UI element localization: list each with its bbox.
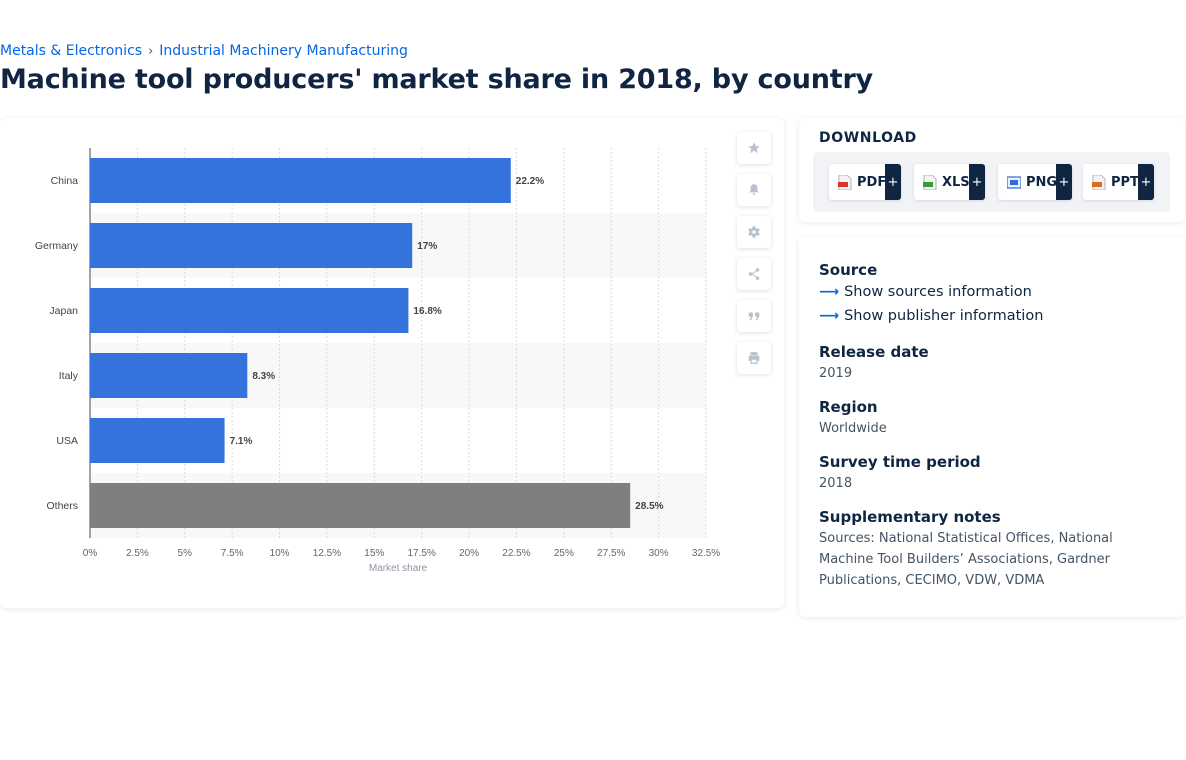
share-icon [748,268,760,280]
bar-italy[interactable] [90,353,248,398]
bell-icon [749,184,759,195]
download-png-plus: + [1056,164,1072,200]
x-tick-label: 5% [178,548,193,559]
settings-button[interactable] [737,216,771,248]
xls-file-icon [923,174,937,190]
share-button[interactable] [737,258,771,290]
breadcrumb-link-metals-electronics[interactable]: Metals & Electronics [0,43,143,59]
x-tick-label: 0% [83,548,98,559]
arrow-right-icon: ⟶ [819,308,840,324]
data-label: 17% [417,241,437,252]
page-title: Machine tool producers' market share in … [0,64,873,95]
category-label: Japan [49,305,78,317]
x-tick-label: 30% [649,548,669,559]
breadcrumb: Metals & Electronics › Industrial Machin… [0,43,408,59]
bar-china[interactable] [90,158,511,203]
x-tick-label: 17.5% [408,548,436,559]
release-date-heading: Release date [819,343,929,361]
favorite-button[interactable] [737,132,771,164]
pdf-file-icon [838,174,852,190]
statistic-info-card: Source ⟶ Show sources information ⟶ Show… [799,237,1185,617]
category-label: Others [46,500,78,512]
png-file-icon [1007,175,1021,189]
release-date-value: 2019 [819,366,853,381]
star-icon [748,142,760,154]
download-ppt-button[interactable]: PPT + [1083,164,1154,200]
data-label: 7.1% [230,436,253,447]
survey-period-value: 2018 [819,476,853,491]
show-sources-label: Show sources information [844,284,1032,300]
download-ppt-label: PPT [1111,174,1139,190]
notification-button[interactable] [737,174,771,206]
x-tick-label: 15% [364,548,384,559]
x-tick-label: 10% [270,548,290,559]
x-tick-label: 7.5% [221,548,244,559]
download-card: DOWNLOAD PDF + XLS + PNG + [799,118,1185,222]
show-publisher-link[interactable]: ⟶ Show publisher information [819,308,1043,324]
category-label: Italy [59,370,79,382]
cite-button[interactable] [737,300,771,332]
download-png-button[interactable]: PNG + [998,164,1072,200]
bar-chart: China 22.2% Germany 17% Japan 16.8% Italy 8.3% U… [35,148,720,574]
bar-japan[interactable] [90,288,409,333]
data-label: 22.2% [516,176,544,187]
region-heading: Region [819,398,878,416]
download-xls-button[interactable]: XLS + [914,164,985,200]
category-label: China [51,175,79,187]
gear-icon [748,226,760,238]
show-sources-link[interactable]: ⟶ Show sources information [819,284,1032,300]
source-heading: Source [819,261,878,279]
x-axis-label: Market share [369,563,428,574]
x-tick-label: 25% [554,548,574,559]
ppt-file-icon [1092,174,1106,190]
download-xls-label: XLS [942,174,970,190]
region-value: Worldwide [819,421,887,436]
breadcrumb-separator: › [148,43,154,59]
category-label: Germany [35,240,79,252]
survey-period-heading: Survey time period [819,453,981,471]
download-title: DOWNLOAD [819,130,917,146]
data-label: 8.3% [252,371,275,382]
download-pdf-plus: + [885,164,901,200]
data-label: 28.5% [635,501,663,512]
download-pdf-label: PDF [857,174,887,190]
supplementary-notes-value: Sources: National Statistical Offices, N… [819,531,1113,588]
download-options: PDF + XLS + PNG + PPT + [813,152,1170,212]
breadcrumb-link-industrial-machinery[interactable]: Industrial Machinery Manufacturing [159,43,408,59]
x-tick-label: 20% [459,548,479,559]
chart-card: China 22.2% Germany 17% Japan 16.8% Italy 8.3% U… [0,118,784,608]
print-button[interactable] [737,342,771,374]
chart-tool-rail [737,132,771,374]
print-icon [748,352,760,364]
show-publisher-label: Show publisher information [844,308,1044,324]
category-label: USA [56,435,78,447]
supplementary-notes-heading: Supplementary notes [819,508,1001,526]
bar-others[interactable] [90,483,631,528]
x-tick-label: 12.5% [313,548,341,559]
x-tick-label: 22.5% [502,548,530,559]
x-tick-label: 32.5% [692,548,720,559]
bar-germany[interactable] [90,223,413,268]
quote-icon [748,312,760,321]
download-ppt-plus: + [1138,164,1154,200]
download-png-label: PNG [1026,174,1058,190]
arrow-right-icon: ⟶ [819,284,840,300]
download-xls-plus: + [969,164,985,200]
data-label: 16.8% [413,306,441,317]
x-tick-label: 2.5% [126,548,149,559]
x-tick-label: 27.5% [597,548,625,559]
download-pdf-button[interactable]: PDF + [829,164,901,200]
bar-usa[interactable] [90,418,225,463]
